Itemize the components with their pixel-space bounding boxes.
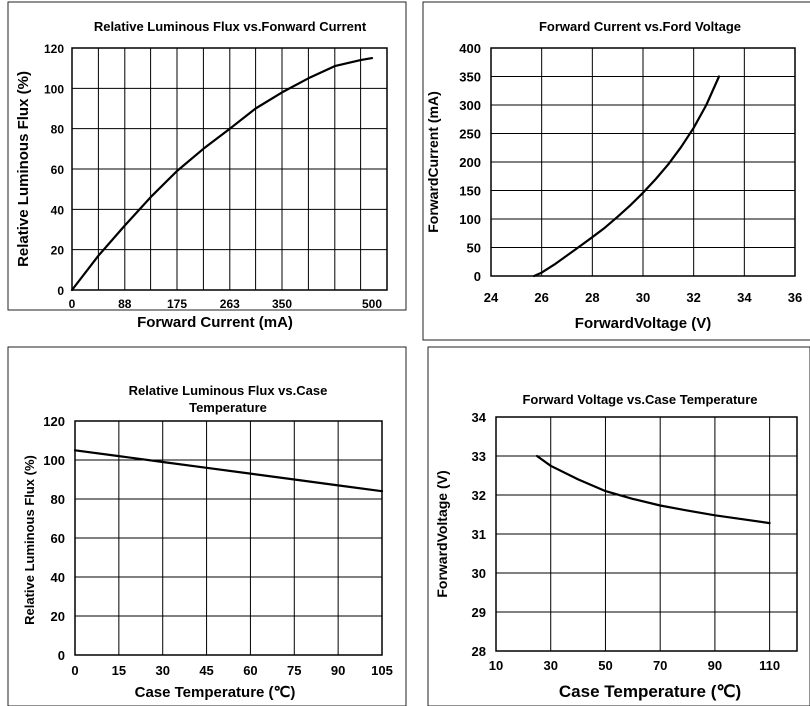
chart-frame — [427, 346, 810, 706]
y-tick-label: 30 — [472, 566, 486, 581]
y-tick-label: 31 — [472, 527, 486, 542]
x-tick-label: 75 — [287, 663, 301, 678]
x-tick-label: 70 — [653, 658, 667, 673]
y-tick-label: 33 — [472, 449, 486, 464]
y-axis-label: ForwardVoltage (V) — [434, 470, 450, 597]
x-axis-label: Case Temperature (℃) — [559, 682, 741, 701]
y-tick-label: 350 — [459, 70, 481, 85]
x-tick-label: 0 — [69, 297, 76, 311]
x-tick-label: 26 — [534, 290, 548, 305]
x-tick-label: 32 — [686, 290, 700, 305]
x-tick-label: 24 — [484, 290, 499, 305]
y-axis-label: ForwardCurrent (mA) — [425, 91, 441, 233]
x-axis-label: ForwardVoltage (V) — [575, 315, 711, 332]
y-tick-label: 100 — [459, 212, 481, 227]
y-tick-label: 0 — [57, 284, 64, 298]
series-line — [73, 449, 384, 493]
y-tick-label: 20 — [51, 244, 65, 258]
grid — [496, 417, 797, 651]
y-tick-label: 28 — [472, 644, 486, 659]
y-tick-label: 60 — [51, 531, 65, 546]
x-tick-label: 30 — [636, 290, 650, 305]
chart-panel-2: Forward Current vs.Ford Voltage ForwardVo… — [422, 1, 810, 341]
x-tick-label: 10 — [489, 658, 503, 673]
chart-panel-3: Relative Luminous Flux vs.Case Temperatur… — [7, 346, 407, 706]
y-tick-label: 400 — [459, 41, 481, 56]
y-tick-label: 40 — [51, 203, 65, 217]
y-tick-label: 34 — [472, 410, 487, 425]
y-axis-label: Relative Luminous Flux (%) — [15, 71, 32, 267]
y-tick-label: 40 — [51, 570, 65, 585]
plot-area — [74, 420, 383, 656]
chart-frame — [7, 346, 407, 706]
series-line — [535, 454, 771, 525]
y-tick-label: 100 — [44, 82, 64, 96]
y-tick-label: 0 — [58, 648, 65, 663]
x-tick-label: 60 — [243, 663, 257, 678]
y-tick-label: 300 — [459, 98, 481, 113]
x-tick-label: 88 — [118, 297, 132, 311]
y-tick-label: 120 — [44, 42, 64, 56]
x-axis-label: Forward Current (mA) — [137, 314, 293, 331]
y-tick-label: 32 — [472, 488, 486, 503]
y-tick-label: 20 — [51, 609, 65, 624]
chart-title-line-1: Relative Luminous Flux vs.Case — [129, 383, 328, 398]
x-tick-label: 263 — [220, 297, 240, 311]
x-tick-label: 45 — [199, 663, 213, 678]
y-tick-label: 50 — [467, 241, 481, 256]
x-tick-label: 175 — [167, 297, 187, 311]
x-tick-label: 350 — [272, 297, 292, 311]
y-tick-label: 150 — [459, 184, 481, 199]
y-tick-label: 200 — [459, 155, 481, 170]
x-tick-label: 105 — [371, 663, 393, 678]
x-tick-label: 36 — [788, 290, 802, 305]
y-tick-label: 120 — [43, 414, 65, 429]
x-tick-label: 30 — [543, 658, 557, 673]
chart-title: Forward Current vs.Ford Voltage — [539, 19, 741, 34]
series-line — [70, 56, 374, 292]
chart-title: Forward Voltage vs.Case Temperature — [522, 392, 757, 407]
x-tick-label: 34 — [737, 290, 752, 305]
y-tick-label: 250 — [459, 127, 481, 142]
x-tick-label: 30 — [155, 663, 169, 678]
series-line — [532, 75, 721, 278]
plot-area — [71, 47, 388, 291]
y-tick-label: 80 — [51, 123, 65, 137]
plot-area — [490, 47, 796, 277]
x-tick-label: 90 — [331, 663, 345, 678]
x-tick-label: 28 — [585, 290, 599, 305]
chart-frame — [422, 1, 810, 341]
y-tick-label: 60 — [51, 163, 65, 177]
chart-title: Relative Luminous Flux vs.Case Temperatur… — [129, 383, 328, 415]
x-axis-label: Case Temperature (℃) — [135, 684, 296, 701]
x-tick-label: 110 — [759, 658, 780, 673]
grid — [75, 421, 382, 655]
chart-title-line-2: Temperature — [189, 400, 267, 415]
plot-area — [495, 416, 798, 652]
chart-panel-1: Relative Luminous Flux vs.Fonward Curren… — [7, 1, 407, 331]
x-tick-label: 50 — [598, 658, 612, 673]
x-tick-label: 500 — [362, 297, 382, 311]
chart-panel-4: Forward Voltage vs.Case Temperature Case … — [427, 346, 810, 706]
y-tick-label: 0 — [474, 269, 481, 284]
chart-frame — [7, 1, 407, 311]
y-tick-label: 100 — [43, 453, 65, 468]
y-tick-label: 80 — [51, 492, 65, 507]
x-tick-label: 90 — [708, 658, 722, 673]
x-tick-label: 15 — [112, 663, 126, 678]
grid — [72, 48, 387, 290]
x-tick-label: 0 — [71, 663, 78, 678]
chart-title: Relative Luminous Flux vs.Fonward Curren… — [94, 19, 367, 34]
y-tick-label: 29 — [472, 605, 486, 620]
grid — [491, 48, 795, 276]
y-axis-label: Relative Luminous Flux (%) — [22, 455, 37, 625]
